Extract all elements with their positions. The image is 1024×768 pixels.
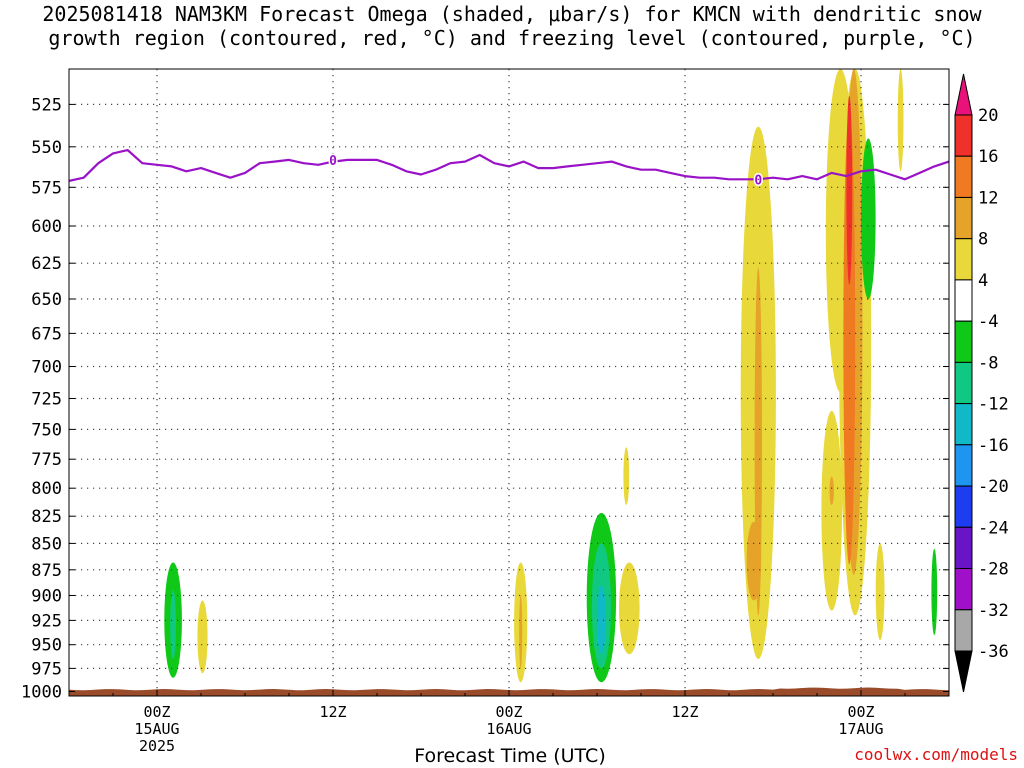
omega-feature-1 bbox=[170, 590, 177, 659]
y-tick-label-700: 700 bbox=[31, 358, 62, 378]
colorbar-label-4: 4 bbox=[978, 271, 988, 291]
grid-layer bbox=[69, 69, 949, 696]
omega-feature-12 bbox=[746, 521, 762, 601]
x-tick-label-6-0: 00Z bbox=[143, 703, 170, 721]
colorbar-label-1: 16 bbox=[978, 147, 998, 167]
y-tick-label-525: 525 bbox=[31, 95, 62, 115]
y-tick-label-775: 775 bbox=[31, 450, 62, 470]
y-tick-label-675: 675 bbox=[31, 324, 62, 344]
colorbar-box-6 bbox=[954, 361, 973, 405]
x-axis-title: Forecast Time (UTC) bbox=[414, 745, 606, 767]
y-tick-label-600: 600 bbox=[31, 217, 62, 237]
y-tick-label-750: 750 bbox=[31, 420, 62, 440]
omega-feature-4 bbox=[519, 595, 523, 669]
omega-feature-9 bbox=[623, 447, 630, 506]
omega-feature-23 bbox=[931, 548, 938, 636]
omega-feature-21 bbox=[875, 543, 885, 640]
y-tick-label-925: 925 bbox=[31, 611, 62, 631]
colorbar-label-9: -20 bbox=[978, 477, 1009, 497]
freezing-level-line bbox=[69, 149, 949, 182]
y-tick-label-975: 975 bbox=[31, 659, 62, 679]
omega-feature-18 bbox=[821, 410, 842, 611]
colorbar: 20 16 12 8 4 -4 -8 -12 -16 -20 -24 -28 -32 -36 bbox=[954, 73, 1009, 693]
colorbar-label-2: 12 bbox=[978, 189, 998, 209]
x-tick-label-42-0: 12Z bbox=[671, 703, 698, 721]
colorbar-label-10: -24 bbox=[978, 518, 1009, 538]
colorbar-box-12 bbox=[954, 609, 973, 652]
x-tick-label-30-1: 16AUG bbox=[486, 720, 531, 738]
y-tick-label-875: 875 bbox=[31, 561, 62, 581]
omega-feature-17 bbox=[846, 95, 853, 285]
x-tick-label-30-0: 00Z bbox=[495, 703, 522, 721]
colorbar-label-6: -8 bbox=[978, 353, 998, 373]
omega-feature-7 bbox=[597, 585, 606, 655]
colorbar-bottom-arrow bbox=[954, 650, 973, 693]
omega-feature-19 bbox=[829, 476, 834, 506]
y-tick-label-625: 625 bbox=[31, 254, 62, 274]
colorbar-label-12: -32 bbox=[978, 601, 1009, 621]
colorbar-label-3: 8 bbox=[978, 230, 988, 250]
chart-title: 2025081418 NAM3KM Forecast Omega (shaded… bbox=[0, 2, 1024, 50]
colorbar-label-13: -36 bbox=[978, 642, 1009, 662]
colorbar-box-4 bbox=[954, 279, 973, 322]
colorbar-box-1 bbox=[954, 155, 973, 198]
colorbar-box-5 bbox=[954, 320, 973, 363]
y-tick-label-800: 800 bbox=[31, 479, 62, 499]
x-tick-label-6-1: 15AUG bbox=[134, 720, 179, 738]
colorbar-box-11 bbox=[954, 568, 973, 611]
plot-area-background bbox=[69, 69, 949, 696]
colorbar-box-2 bbox=[954, 197, 973, 240]
omega-feature-2 bbox=[197, 600, 208, 674]
chart-title-line-1: 2025081418 NAM3KM Forecast Omega (shaded… bbox=[42, 2, 982, 26]
x-tick-label-54-0: 00Z bbox=[847, 703, 874, 721]
colorbar-box-0 bbox=[954, 114, 973, 157]
y-tick-label-575: 575 bbox=[31, 178, 62, 198]
omega-feature-20 bbox=[861, 138, 876, 299]
y-tick-label-850: 850 bbox=[31, 534, 62, 554]
y-tick-label-825: 825 bbox=[31, 507, 62, 527]
y-tick-label-550: 550 bbox=[31, 138, 62, 158]
freezing-level-label-0: 0 bbox=[329, 154, 337, 169]
colorbar-box-7 bbox=[954, 403, 973, 446]
omega-feature-16 bbox=[843, 112, 856, 565]
colorbar-label-8: -16 bbox=[978, 436, 1009, 456]
colorbar-label-7: -12 bbox=[978, 395, 1009, 415]
x-tick-label-6-2: 2025 bbox=[139, 737, 175, 755]
freezing-level-layer: 00 bbox=[69, 149, 949, 190]
colorbar-box-3 bbox=[954, 238, 973, 281]
omega-shading-layer bbox=[164, 69, 938, 683]
y-tick-label-900: 900 bbox=[31, 587, 62, 607]
colorbar-label-0: 20 bbox=[978, 106, 998, 126]
omega-feature-8 bbox=[619, 562, 640, 655]
y-tick-label-1000: 1000 bbox=[21, 683, 62, 703]
colorbar-top-arrow bbox=[954, 73, 973, 116]
colorbar-box-8 bbox=[954, 444, 973, 487]
omega-feature-22 bbox=[897, 69, 904, 172]
x-tick-label-54-1: 17AUG bbox=[838, 720, 883, 738]
freezing-level-label-1: 0 bbox=[754, 173, 762, 188]
colorbar-box-10 bbox=[954, 526, 973, 569]
y-tick-label-950: 950 bbox=[31, 636, 62, 656]
y-tick-label-725: 725 bbox=[31, 390, 62, 410]
colorbar-label-5: -4 bbox=[978, 312, 998, 332]
watermark[interactable]: coolwx.com/models bbox=[854, 745, 1018, 764]
chart-title-line-2: growth region (contoured, red, °C) and f… bbox=[48, 26, 976, 50]
x-tick-label-18-0: 12Z bbox=[319, 703, 346, 721]
y-tick-label-650: 650 bbox=[31, 290, 62, 310]
y-axis: 525 550 575 600 625 650 675 700 725 750 775 800 825 8… bbox=[21, 95, 949, 703]
colorbar-box-9 bbox=[954, 485, 973, 528]
colorbar-label-11: -28 bbox=[978, 560, 1009, 580]
